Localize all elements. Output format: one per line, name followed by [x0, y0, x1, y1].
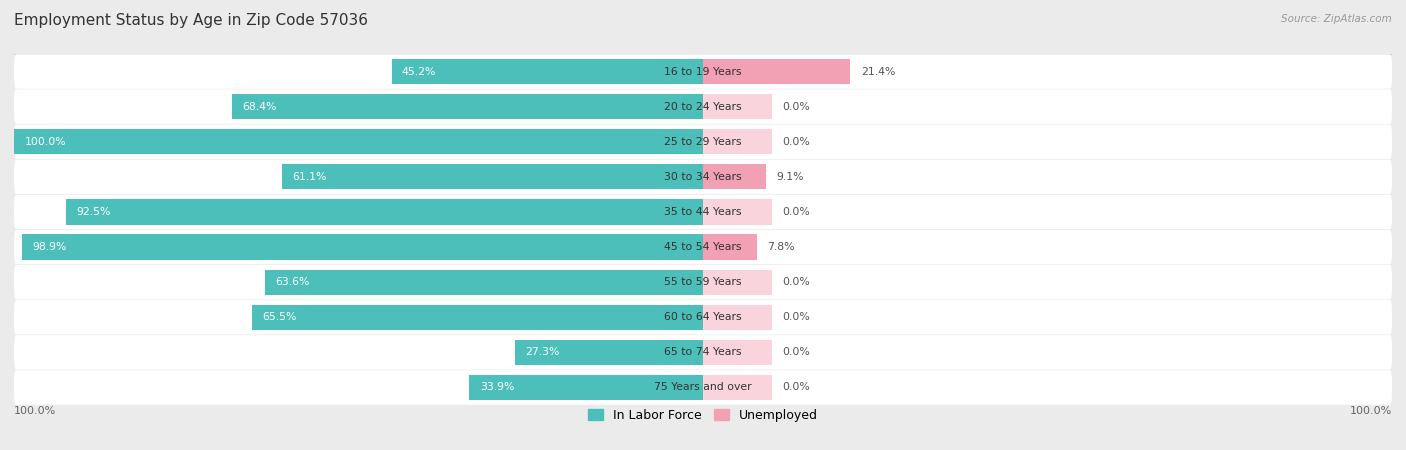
Bar [703, 270, 772, 295]
Bar [703, 129, 772, 154]
Text: 0.0%: 0.0% [782, 277, 810, 287]
Bar [470, 375, 703, 400]
Text: 100.0%: 100.0% [24, 137, 66, 147]
Bar [703, 305, 772, 330]
Text: Employment Status by Age in Zip Code 57036: Employment Status by Age in Zip Code 570… [14, 14, 368, 28]
Text: 45 to 54 Years: 45 to 54 Years [664, 242, 742, 252]
Bar [515, 340, 703, 365]
Text: 33.9%: 33.9% [479, 382, 515, 392]
Text: 25 to 29 Years: 25 to 29 Years [664, 137, 742, 147]
Text: 45.2%: 45.2% [402, 67, 436, 76]
Text: 0.0%: 0.0% [782, 102, 810, 112]
FancyBboxPatch shape [14, 335, 1392, 369]
Bar [703, 94, 772, 119]
Bar [252, 305, 703, 330]
Bar [232, 94, 703, 119]
Text: 61.1%: 61.1% [292, 172, 326, 182]
Bar [21, 234, 703, 260]
FancyBboxPatch shape [14, 230, 1392, 264]
FancyBboxPatch shape [14, 370, 1392, 405]
Text: 16 to 19 Years: 16 to 19 Years [664, 67, 742, 76]
Bar [703, 59, 851, 84]
Text: 20 to 24 Years: 20 to 24 Years [664, 102, 742, 112]
Bar [703, 340, 772, 365]
Text: 0.0%: 0.0% [782, 382, 810, 392]
Text: 7.8%: 7.8% [768, 242, 794, 252]
FancyBboxPatch shape [14, 265, 1392, 299]
Text: 60 to 64 Years: 60 to 64 Years [664, 312, 742, 322]
Bar [66, 199, 703, 225]
Bar [264, 270, 703, 295]
Text: 35 to 44 Years: 35 to 44 Years [664, 207, 742, 217]
Text: 65 to 74 Years: 65 to 74 Years [664, 347, 742, 357]
FancyBboxPatch shape [14, 90, 1392, 124]
Text: 75 Years and over: 75 Years and over [654, 382, 752, 392]
Text: 9.1%: 9.1% [776, 172, 803, 182]
Text: 55 to 59 Years: 55 to 59 Years [664, 277, 742, 287]
Text: 63.6%: 63.6% [276, 277, 309, 287]
FancyBboxPatch shape [14, 160, 1392, 194]
Text: 30 to 34 Years: 30 to 34 Years [664, 172, 742, 182]
Text: 0.0%: 0.0% [782, 207, 810, 217]
Text: 100.0%: 100.0% [1350, 406, 1392, 416]
Bar [14, 129, 703, 154]
Bar [703, 199, 772, 225]
Bar [392, 59, 703, 84]
Text: 0.0%: 0.0% [782, 312, 810, 322]
Bar [283, 164, 703, 189]
Text: 92.5%: 92.5% [76, 207, 111, 217]
FancyBboxPatch shape [14, 125, 1392, 159]
Bar [703, 164, 766, 189]
Text: 21.4%: 21.4% [860, 67, 896, 76]
Text: 65.5%: 65.5% [262, 312, 297, 322]
Text: Source: ZipAtlas.com: Source: ZipAtlas.com [1281, 14, 1392, 23]
FancyBboxPatch shape [14, 195, 1392, 229]
FancyBboxPatch shape [14, 300, 1392, 334]
Text: 100.0%: 100.0% [14, 406, 56, 416]
Text: 68.4%: 68.4% [242, 102, 277, 112]
Bar [703, 234, 756, 260]
Legend: In Labor Force, Unemployed: In Labor Force, Unemployed [583, 404, 823, 427]
FancyBboxPatch shape [14, 54, 1392, 89]
Text: 0.0%: 0.0% [782, 347, 810, 357]
Text: 0.0%: 0.0% [782, 137, 810, 147]
Text: 98.9%: 98.9% [32, 242, 66, 252]
Bar [703, 375, 772, 400]
Text: 27.3%: 27.3% [526, 347, 560, 357]
